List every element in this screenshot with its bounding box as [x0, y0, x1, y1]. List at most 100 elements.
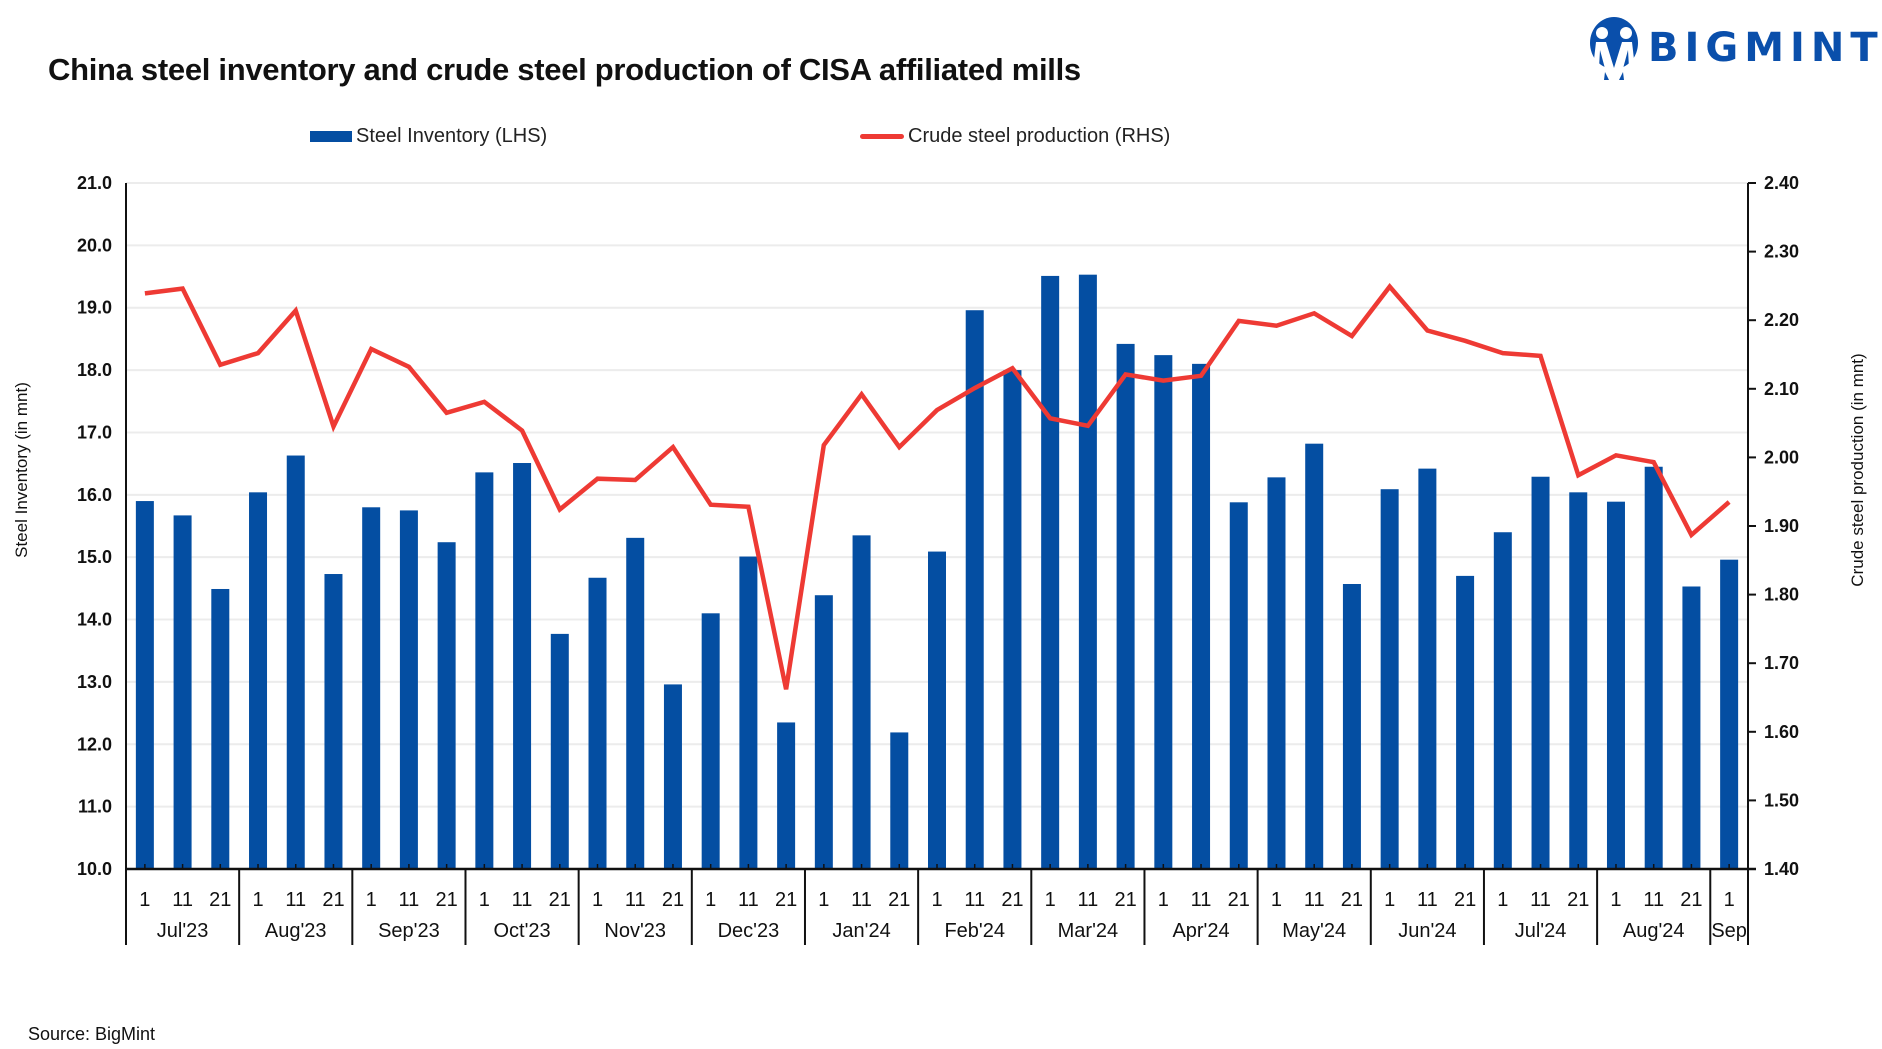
y-right-tick-label: 2.20	[1764, 310, 1799, 330]
x-month-label: Jul'23	[157, 920, 209, 942]
y-left-tick-label: 14.0	[77, 610, 112, 630]
x-month-label: Sep	[1711, 920, 1747, 942]
x-tick-label: 21	[888, 889, 910, 911]
y-left-tick-label: 13.0	[77, 672, 112, 692]
x-tick-label: 1	[818, 889, 829, 911]
bar-inventory	[1003, 370, 1022, 869]
legend-label-production: Crude steel production (RHS)	[908, 125, 1171, 147]
bar-inventory	[1606, 501, 1625, 869]
bar-inventory	[739, 556, 758, 869]
x-tick-label: 21	[1114, 889, 1136, 911]
x-tick-label: 11	[625, 889, 646, 911]
bar-inventory	[965, 310, 984, 870]
y-left-tick-label: 17.0	[77, 422, 112, 442]
x-month-label: Dec'23	[718, 920, 780, 942]
x-tick-label: 21	[436, 889, 458, 911]
bar-series	[135, 274, 1739, 870]
legend-label-inventory: Steel Inventory (LHS)	[356, 125, 548, 147]
y-left-tick-label: 15.0	[77, 547, 112, 567]
y-right-tick-label: 1.60	[1764, 722, 1799, 742]
x-tick-label: 11	[1530, 889, 1551, 911]
y-right-tick-label: 2.30	[1764, 242, 1799, 262]
y-right-tick-label: 1.80	[1764, 585, 1799, 605]
x-tick-label: 1	[139, 889, 150, 911]
x-tick-label: 1	[1497, 889, 1508, 911]
bar-inventory	[135, 501, 154, 869]
x-tick-label: 21	[1567, 889, 1589, 911]
bar-inventory	[701, 613, 720, 869]
y-axis-right-ticks: 1.40 1.50 1.60 1.70 1.80 1.90 2.00 2.10 2.20 2.30…	[1748, 173, 1799, 879]
x-tick-label: 1	[1610, 889, 1621, 911]
bar-inventory	[1644, 466, 1663, 869]
x-tick-label: 21	[1001, 889, 1023, 911]
bar-inventory	[1342, 583, 1361, 869]
x-tick-label: 1	[252, 889, 263, 911]
x-month-label: Aug'23	[265, 920, 327, 942]
x-axis-ticks: 1 11 21 1 11 21 1 11 21 1 11 21 1 11 21 1 11 21 1 11 21 1 11 21…	[125, 864, 1749, 945]
x-tick-label: 11	[851, 889, 872, 911]
x-tick-label: 11	[1191, 889, 1212, 911]
bar-inventory	[173, 515, 192, 869]
x-tick-label: 11	[285, 889, 306, 911]
x-month-label: Feb'24	[944, 920, 1005, 942]
x-tick-label: 1	[1724, 889, 1735, 911]
legend-swatch-bar	[310, 131, 352, 142]
x-tick-label: 11	[512, 889, 533, 911]
x-month-label: Jun'24	[1398, 920, 1456, 942]
bar-inventory	[814, 595, 833, 869]
x-tick-label: 21	[549, 889, 571, 911]
bar-inventory	[588, 577, 607, 869]
x-tick-label: 21	[1454, 889, 1476, 911]
bar-inventory	[1493, 532, 1512, 869]
bar-inventory	[1154, 355, 1173, 869]
x-month-label: May'24	[1282, 920, 1346, 942]
brand-name: BIGMINT	[1648, 25, 1882, 71]
bar-inventory	[1418, 468, 1437, 869]
bar-inventory	[1682, 586, 1701, 869]
bar-inventory	[852, 535, 871, 869]
line-series	[144, 283, 1731, 690]
legend-item-inventory: Steel Inventory (LHS)	[310, 125, 547, 148]
bar-inventory	[399, 510, 418, 869]
x-month-label: Mar'24	[1058, 920, 1119, 942]
x-tick-label: 21	[1680, 889, 1702, 911]
x-tick-label: 11	[1304, 889, 1325, 911]
x-tick-label: 1	[1045, 889, 1056, 911]
bar-inventory	[928, 551, 946, 869]
bar-inventory	[1116, 343, 1135, 869]
source-note: Source: BigMint	[28, 1024, 156, 1044]
x-month-label: Sep'23	[378, 920, 440, 942]
y-left-tick-label: 20.0	[77, 235, 112, 255]
bar-inventory	[1305, 443, 1324, 869]
x-tick-label: 11	[1643, 889, 1664, 911]
bar-inventory	[1569, 492, 1588, 869]
chart-title: China steel inventory and crude steel pr…	[48, 52, 1081, 87]
x-month-label: Apr'24	[1172, 920, 1229, 942]
x-tick-label: 1	[1271, 889, 1282, 911]
x-tick-label: 21	[322, 889, 344, 911]
x-month-label: Oct'23	[493, 920, 550, 942]
bar-inventory	[1531, 476, 1550, 869]
bar-inventory	[1229, 502, 1248, 869]
bar-inventory	[550, 633, 569, 869]
chart-legend: Steel Inventory (LHS) Crude steel produc…	[0, 125, 1882, 155]
x-tick-label: 11	[738, 889, 759, 911]
bar-inventory	[362, 507, 381, 869]
x-month-label: Aug'24	[1623, 920, 1685, 942]
y-left-tick-label: 18.0	[77, 360, 112, 380]
y-left-tick-label: 10.0	[77, 859, 112, 879]
x-tick-label: 21	[775, 889, 797, 911]
x-tick-label: 1	[366, 889, 377, 911]
y-left-tick-label: 16.0	[77, 485, 112, 505]
bar-inventory	[1380, 489, 1399, 869]
x-tick-label: 21	[1228, 889, 1250, 911]
x-tick-label: 21	[662, 889, 684, 911]
bar-inventory	[1041, 275, 1060, 869]
y-right-tick-label: 1.40	[1764, 859, 1799, 879]
x-tick-label: 1	[479, 889, 490, 911]
x-tick-label: 11	[172, 889, 193, 911]
y-left-tick-label: 11.0	[78, 797, 112, 817]
bar-inventory	[1267, 477, 1286, 869]
x-tick-label: 11	[399, 889, 420, 911]
bar-inventory	[626, 537, 645, 869]
